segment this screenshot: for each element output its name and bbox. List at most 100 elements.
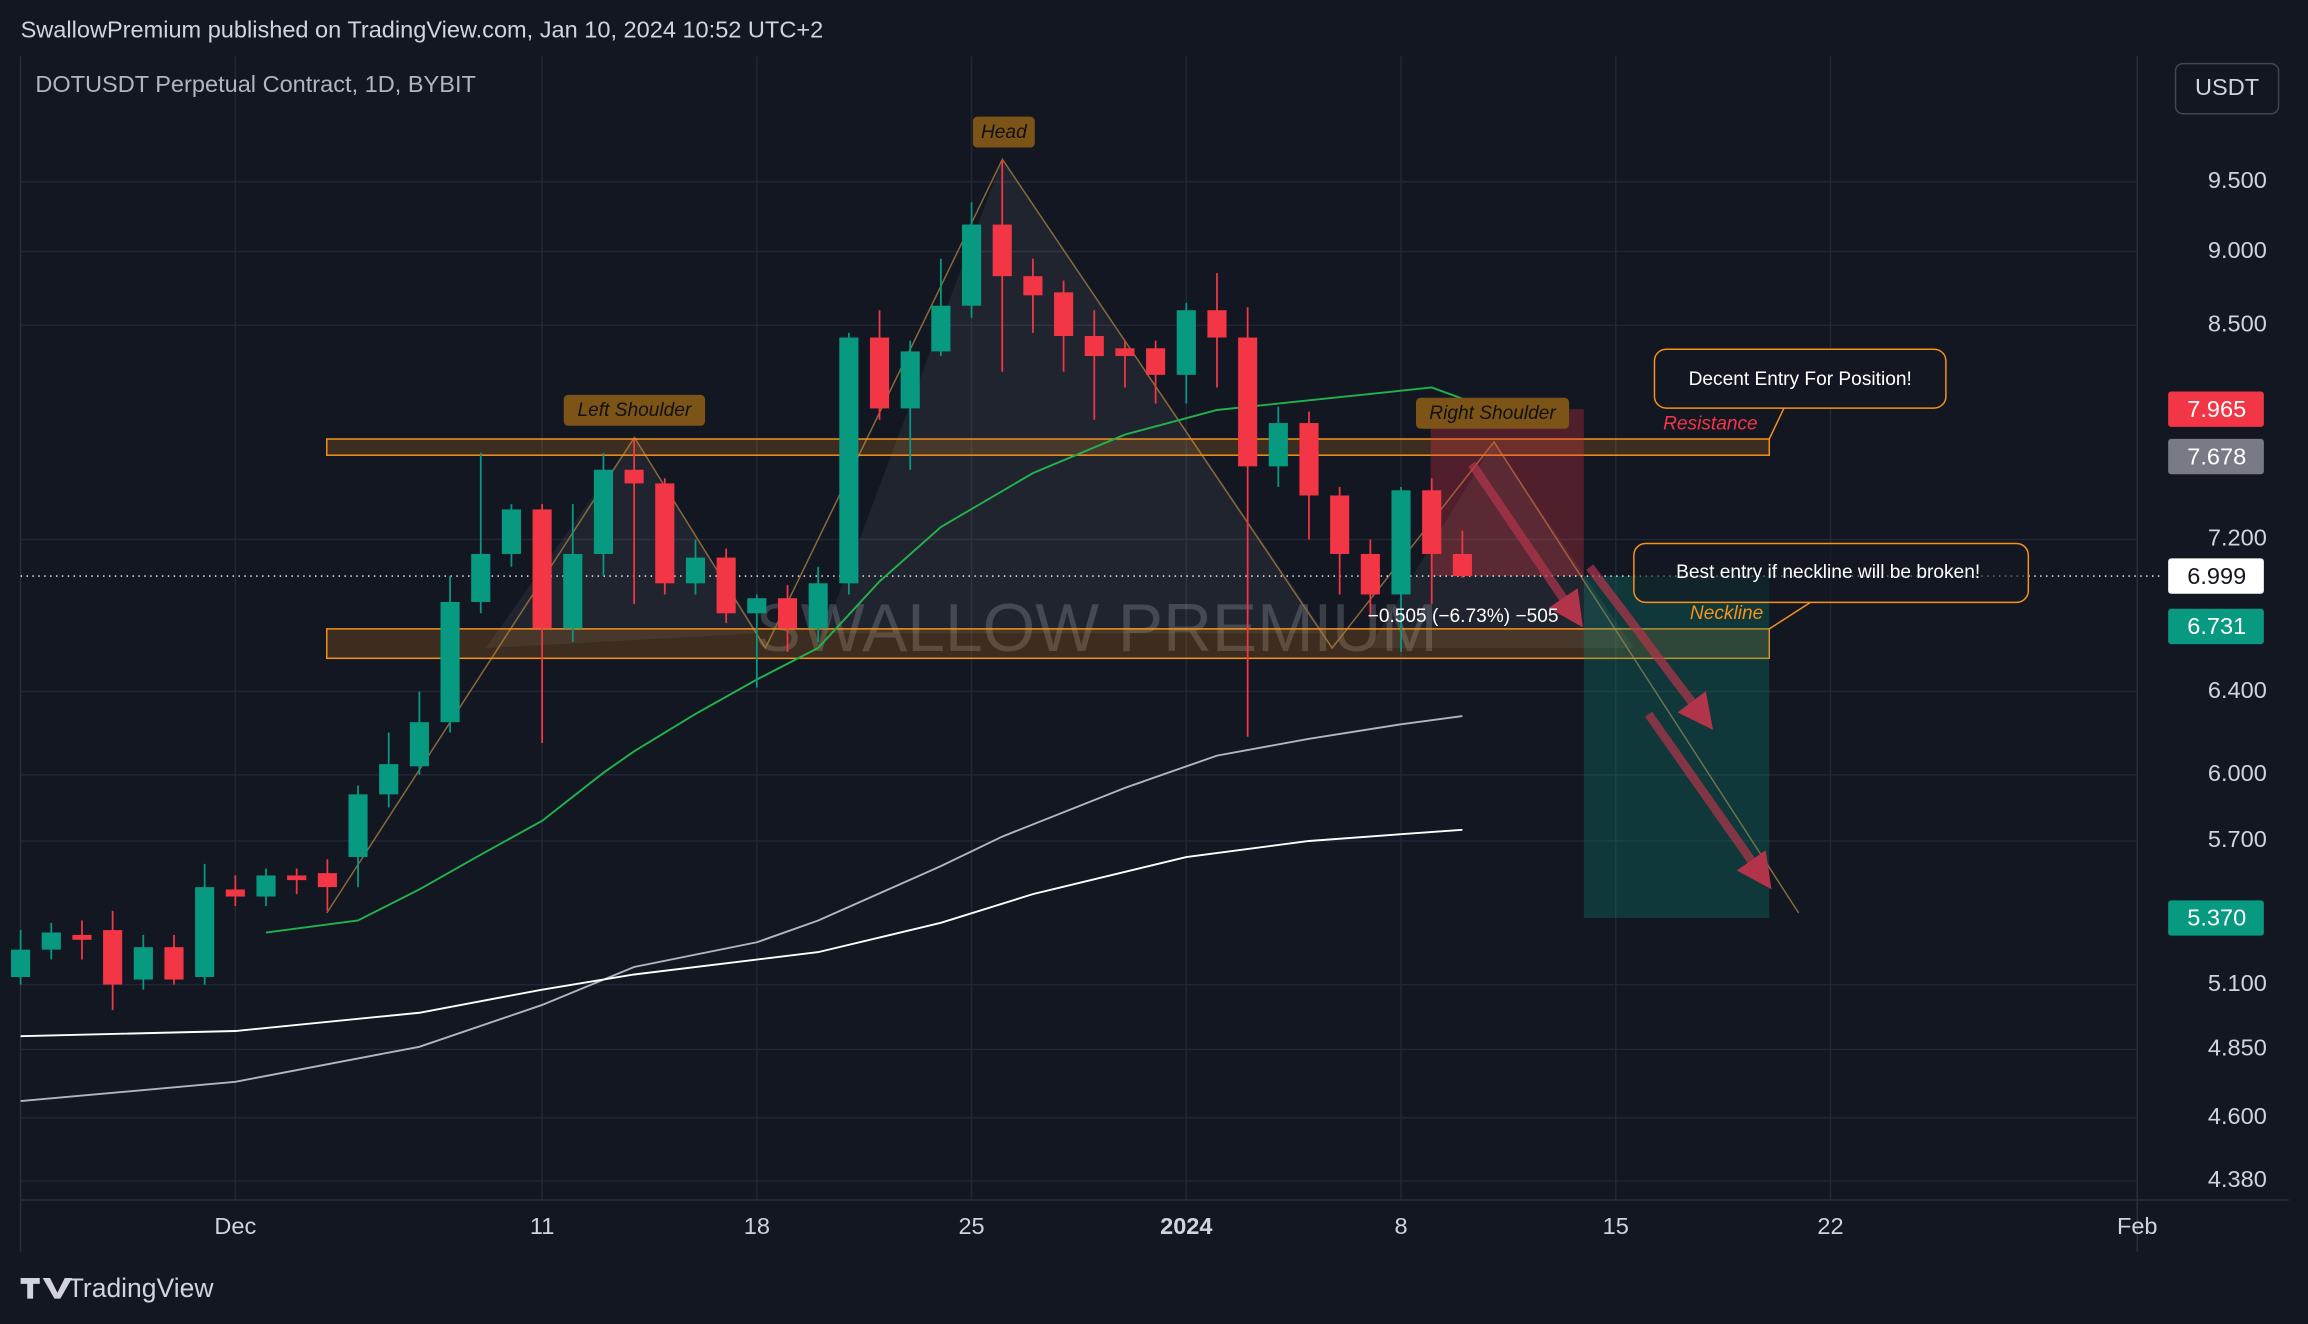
candle-body xyxy=(593,469,614,554)
y-tick-label: 6.000 xyxy=(2208,760,2267,786)
x-tick-label: Dec xyxy=(214,1213,256,1239)
candle-body xyxy=(133,947,153,980)
candle-body xyxy=(287,875,307,881)
y-tick-label: 6.400 xyxy=(2208,677,2267,703)
callout-box xyxy=(1653,348,1947,409)
moving-average xyxy=(265,386,1463,934)
candle-body xyxy=(624,469,644,484)
y-tick-label: 5.100 xyxy=(2208,970,2267,996)
price-label-box xyxy=(2168,900,2264,936)
candle-body xyxy=(900,351,920,409)
candle-body xyxy=(655,483,675,584)
moving-average xyxy=(20,828,1463,1038)
price-label-box xyxy=(2168,438,2264,475)
candle-body xyxy=(869,337,890,409)
price-label: 7.678 xyxy=(2187,443,2246,469)
y-tick-label: 9.000 xyxy=(2208,237,2267,263)
candle-body xyxy=(440,601,460,723)
x-tick-label: 2024 xyxy=(1160,1213,1212,1239)
left-shoulder-label: Left Shoulder xyxy=(578,400,693,421)
moving-averages xyxy=(20,386,1463,1103)
callout-box xyxy=(1633,542,2030,604)
candle-body xyxy=(1360,553,1380,595)
price-label: 5.370 xyxy=(2187,905,2246,931)
moving-average xyxy=(20,715,1463,1103)
candle-body xyxy=(777,598,798,629)
currency-button[interactable] xyxy=(2174,62,2280,115)
candle-body xyxy=(716,557,736,614)
arrow xyxy=(1586,564,1714,730)
candle-body xyxy=(317,873,337,888)
candle-body xyxy=(1023,276,1043,296)
candle-body xyxy=(1422,490,1442,554)
price-label-box xyxy=(2168,391,2264,427)
resistance-label: Resistance xyxy=(1663,413,1758,434)
neckline-zone xyxy=(326,628,1771,660)
candle-body xyxy=(1452,553,1472,577)
x-tick-label: Feb xyxy=(2117,1213,2158,1239)
candle-body xyxy=(1176,310,1196,375)
head-label: Head xyxy=(981,122,1028,143)
candle-body xyxy=(1238,337,1258,467)
logo-text: TradingView xyxy=(68,1273,215,1303)
arrow xyxy=(1468,461,1583,628)
candle-body xyxy=(348,794,368,857)
candle-body xyxy=(225,889,245,897)
arrow xyxy=(1644,711,1772,890)
price-label: 7.965 xyxy=(2187,396,2246,422)
candles xyxy=(11,160,1472,1011)
right-shoulder-label: Right Shoulder xyxy=(1429,403,1557,424)
measure-label: −0.505 (−6.73%) −505 xyxy=(1368,606,1559,627)
candle-body xyxy=(992,224,1012,277)
candle-body xyxy=(471,553,491,602)
candle-body xyxy=(1207,310,1227,338)
candle-body xyxy=(195,887,215,978)
candle-body xyxy=(164,947,184,980)
candle-body xyxy=(931,305,951,352)
candle-body xyxy=(808,583,828,629)
callout-text: Decent Entry For Position! xyxy=(1689,369,1912,390)
candle-body xyxy=(747,598,767,614)
pattern-line xyxy=(326,157,1800,914)
currency-label[interactable]: USDT xyxy=(2195,74,2259,100)
callout-line xyxy=(1768,601,1811,630)
x-tick-label: 15 xyxy=(1603,1213,1629,1239)
x-tick-label: 11 xyxy=(530,1213,554,1239)
y-tick-label: 7.200 xyxy=(2208,525,2267,551)
neckline-label: Neckline xyxy=(1690,603,1763,624)
candle-body xyxy=(1268,423,1288,467)
price-label-box xyxy=(2168,558,2264,594)
candle-body xyxy=(409,722,429,767)
y-tick-label: 4.850 xyxy=(2208,1035,2267,1061)
y-tick-label: 4.380 xyxy=(2208,1166,2267,1192)
x-tick-label: 18 xyxy=(744,1213,770,1239)
candle-body xyxy=(532,509,552,629)
candle-body xyxy=(1084,335,1104,357)
head-shade xyxy=(824,159,1325,634)
logo-icon xyxy=(20,1278,73,1299)
x-tick-label: 25 xyxy=(958,1213,984,1239)
candle-body xyxy=(839,337,859,584)
candle-body xyxy=(501,509,521,554)
publisher: SwallowPremium published on TradingView.… xyxy=(21,16,824,42)
y-tick-label: 8.500 xyxy=(2208,311,2267,337)
label-box xyxy=(972,116,1035,148)
price-label-box xyxy=(2168,608,2264,645)
candle-body xyxy=(1330,495,1350,554)
price-label: 6.731 xyxy=(2187,613,2246,639)
candle-body xyxy=(1146,348,1166,375)
candle-body xyxy=(41,932,61,950)
price-label: 6.999 xyxy=(2187,563,2246,589)
chart-title: DOTUSDT Perpetual Contract, 1D, BYBIT xyxy=(35,71,476,97)
label-box xyxy=(1416,397,1570,429)
candle-body xyxy=(961,224,982,306)
candle-body xyxy=(563,553,583,629)
candle-body xyxy=(256,875,276,897)
callout-line xyxy=(1768,407,1785,440)
y-tick-label: 9.500 xyxy=(2208,167,2267,193)
candle-body xyxy=(1054,292,1074,336)
candle-body xyxy=(685,557,706,584)
